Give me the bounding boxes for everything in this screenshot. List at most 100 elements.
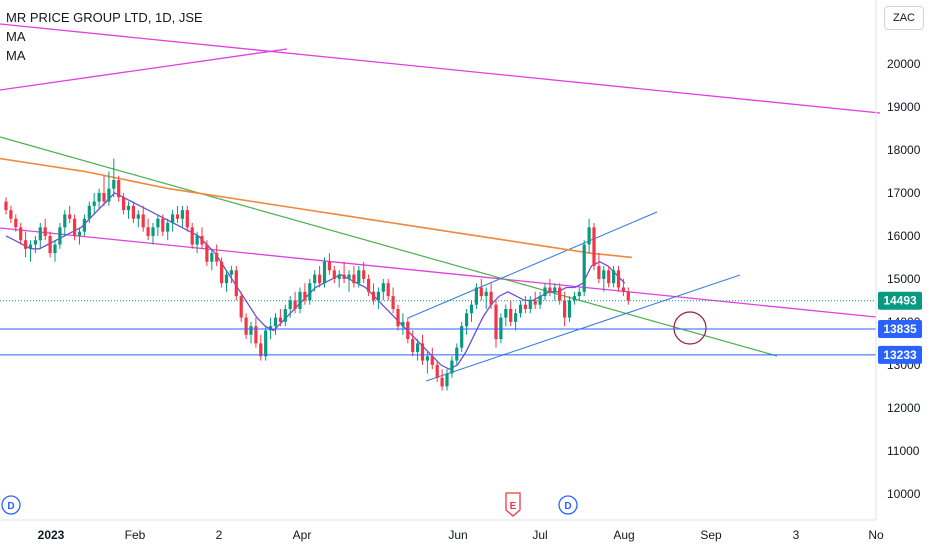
candle-body [171,214,175,224]
dividend-marker-shape [558,495,578,515]
ma-indicator-2-label[interactable]: MA [6,48,26,63]
candle [161,214,165,236]
candle-body [347,274,351,279]
candle [411,330,415,357]
candle [484,287,488,309]
candle [465,308,469,335]
candle-body [425,356,429,361]
candle-body [33,240,37,245]
candle-body [190,227,194,245]
candle-body [440,377,444,387]
candle-body [117,180,121,198]
candle-body [48,235,52,254]
price-tag-label: 13835 [883,322,917,336]
currency-button[interactable]: ZAC [884,6,924,30]
event-marker-label: D [564,501,571,512]
candle [597,253,601,284]
candle [553,283,557,301]
candle-body [563,300,567,318]
candle [514,308,518,331]
candle-body [141,214,145,228]
candle [416,339,420,361]
x-tick-label: 3 [793,528,800,542]
candle [318,266,322,288]
candle [220,257,224,288]
horizontal-levels-layer [0,300,876,356]
candle [362,261,366,284]
candle-body [504,308,508,318]
candle [264,326,268,361]
candle [4,197,8,215]
candle-body [548,287,552,292]
candle [499,313,503,344]
candle-body [73,218,77,236]
price-tag: 14493 [878,291,922,310]
x-tick-label: Apr [293,528,312,542]
candle [322,257,327,288]
candle-body [313,274,317,284]
y-tick-label: 20000 [887,57,921,71]
candle-body [391,296,395,309]
candle-body [621,287,625,292]
candle [450,356,454,378]
candle [435,360,439,383]
candle-body [465,313,469,327]
candle-body [460,326,464,348]
circle-annotation[interactable] [673,311,707,345]
price-tags-layer: 14493 13835 13233 [878,291,922,364]
candle-body [543,287,547,297]
candle-body [342,274,346,279]
candle [117,175,121,202]
candle [112,158,116,198]
candle-body [332,270,336,279]
candle [342,261,346,284]
candle-body [367,278,371,292]
candle-body [592,227,596,267]
candle [146,218,150,241]
symbol-title[interactable]: MR PRICE GROUP LTD, 1D, JSE [6,10,203,25]
price-tag-bg [878,345,922,364]
trendline-rising-magenta[interactable] [0,48,288,91]
candle-body [156,218,160,228]
candle-body [205,244,209,262]
earnings-marker[interactable]: E [505,492,521,517]
candle-body [254,326,258,344]
candle-body [28,244,33,249]
candle-body [572,296,576,301]
candle [141,205,145,232]
candle-body [523,304,527,309]
price-axis[interactable]: 2000019000180001700016000150001400013000… [875,0,921,520]
candle [82,214,86,236]
candle [259,334,263,361]
dividend-marker[interactable]: D [558,495,578,515]
candle-body [166,223,170,232]
candle-body [626,291,630,301]
candle-body [558,287,562,301]
candle [14,214,18,232]
candle [156,214,160,236]
candle [87,201,91,224]
candle-body [499,317,503,340]
channel-upper-blue[interactable] [407,211,658,319]
candle-body [533,300,537,305]
candle-body [273,317,278,327]
candle [288,296,292,318]
time-axis[interactable]: 2023 Feb 2 Apr Jun Jul Aug Sep 3 No [0,519,884,542]
candle [190,223,194,249]
candle [102,175,106,206]
channel-lower-blue[interactable] [425,274,741,382]
dividend-marker[interactable]: D [1,495,21,515]
trendline-green[interactable] [0,136,778,357]
price-tag-label: 13233 [883,348,917,362]
candle [494,300,498,348]
trendline-mid-magenta[interactable] [0,227,877,318]
candle-body [303,291,307,301]
candle-body [567,300,572,318]
trendline-upper-magenta[interactable] [0,23,881,114]
candle-body [509,308,513,322]
ma-indicator-1-label[interactable]: MA [6,29,26,44]
candle-body [278,317,282,322]
candle [563,291,567,327]
